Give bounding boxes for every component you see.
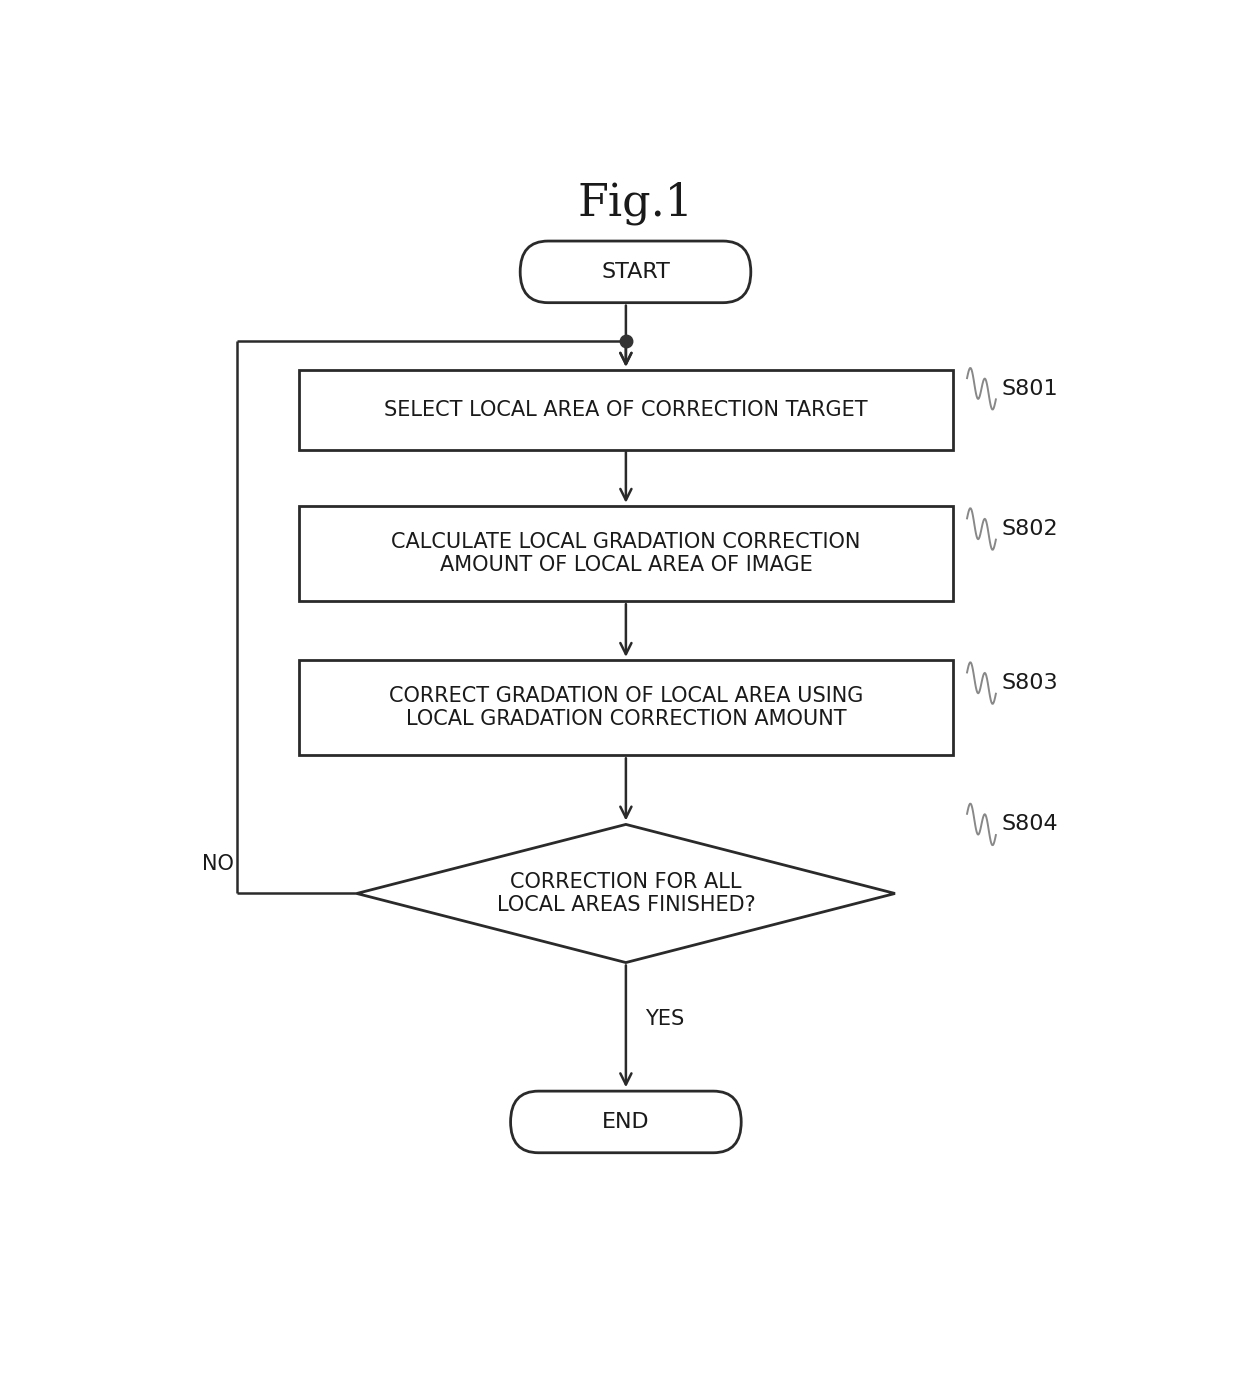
- Text: SELECT LOCAL AREA OF CORRECTION TARGET: SELECT LOCAL AREA OF CORRECTION TARGET: [384, 400, 868, 420]
- Text: CORRECT GRADATION OF LOCAL AREA USING
LOCAL GRADATION CORRECTION AMOUNT: CORRECT GRADATION OF LOCAL AREA USING LO…: [388, 686, 863, 729]
- Polygon shape: [357, 824, 895, 963]
- Text: CALCULATE LOCAL GRADATION CORRECTION
AMOUNT OF LOCAL AREA OF IMAGE: CALCULATE LOCAL GRADATION CORRECTION AMO…: [391, 531, 861, 575]
- FancyBboxPatch shape: [299, 370, 952, 450]
- Text: S803: S803: [1002, 673, 1058, 693]
- Text: START: START: [601, 262, 670, 282]
- Text: NO: NO: [202, 854, 233, 875]
- Text: YES: YES: [645, 1009, 684, 1029]
- Text: Fig.1: Fig.1: [578, 181, 693, 225]
- FancyBboxPatch shape: [521, 241, 751, 302]
- Text: S804: S804: [1002, 814, 1058, 835]
- FancyBboxPatch shape: [299, 660, 952, 755]
- Text: CORRECTION FOR ALL
LOCAL AREAS FINISHED?: CORRECTION FOR ALL LOCAL AREAS FINISHED?: [496, 872, 755, 915]
- Text: S801: S801: [1002, 378, 1058, 399]
- Text: S802: S802: [1002, 519, 1058, 540]
- Text: END: END: [603, 1112, 650, 1132]
- FancyBboxPatch shape: [511, 1092, 742, 1152]
- FancyBboxPatch shape: [299, 505, 952, 602]
